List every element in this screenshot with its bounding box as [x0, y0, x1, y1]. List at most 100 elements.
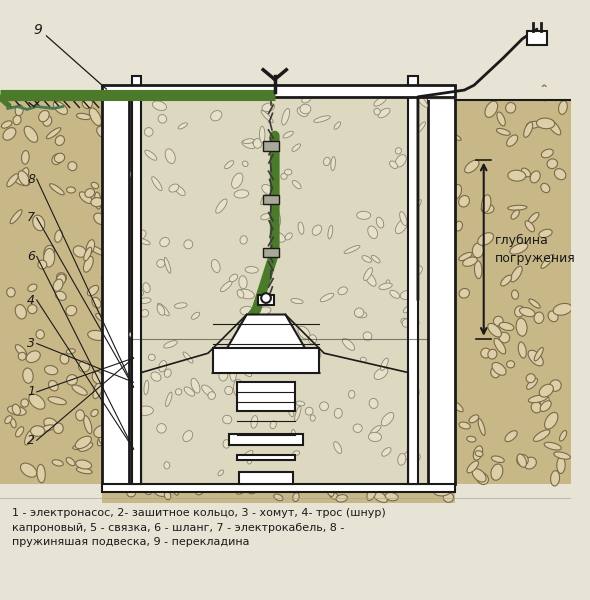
Ellipse shape [433, 359, 440, 367]
Ellipse shape [158, 303, 169, 316]
Ellipse shape [55, 230, 63, 242]
Ellipse shape [539, 229, 552, 238]
Ellipse shape [344, 245, 360, 254]
Ellipse shape [230, 274, 238, 281]
Ellipse shape [298, 326, 310, 339]
Ellipse shape [127, 488, 136, 497]
Ellipse shape [511, 210, 519, 219]
Ellipse shape [44, 418, 57, 428]
Ellipse shape [485, 101, 497, 118]
Ellipse shape [559, 101, 568, 115]
Ellipse shape [160, 238, 169, 247]
Ellipse shape [293, 91, 303, 97]
Ellipse shape [54, 423, 63, 434]
Ellipse shape [158, 115, 167, 123]
Ellipse shape [178, 89, 186, 98]
Ellipse shape [512, 290, 519, 299]
Bar [230, 434, 303, 445]
Ellipse shape [554, 452, 571, 459]
Ellipse shape [522, 168, 530, 177]
Ellipse shape [234, 190, 249, 198]
Ellipse shape [285, 233, 292, 240]
Ellipse shape [145, 128, 153, 136]
Ellipse shape [260, 126, 265, 143]
Polygon shape [213, 314, 319, 373]
Ellipse shape [390, 290, 399, 298]
Ellipse shape [57, 272, 67, 283]
Ellipse shape [78, 443, 93, 451]
Ellipse shape [293, 451, 300, 455]
Ellipse shape [136, 230, 146, 239]
Bar [213, 349, 319, 373]
Ellipse shape [355, 311, 367, 318]
Ellipse shape [437, 422, 453, 430]
Ellipse shape [53, 101, 67, 115]
Ellipse shape [262, 103, 274, 112]
Ellipse shape [294, 406, 301, 421]
Ellipse shape [355, 308, 364, 317]
Ellipse shape [433, 274, 444, 284]
Ellipse shape [94, 425, 109, 437]
Ellipse shape [526, 374, 535, 383]
Ellipse shape [84, 247, 91, 261]
Ellipse shape [367, 485, 377, 500]
Ellipse shape [408, 169, 414, 176]
Ellipse shape [539, 393, 549, 409]
Ellipse shape [130, 170, 139, 182]
Ellipse shape [144, 380, 149, 395]
Ellipse shape [497, 112, 505, 126]
Ellipse shape [507, 361, 514, 368]
Ellipse shape [251, 416, 258, 428]
Ellipse shape [163, 341, 178, 348]
Ellipse shape [143, 283, 150, 293]
Ellipse shape [478, 233, 494, 245]
Bar [101, 85, 455, 97]
Text: 4: 4 [27, 293, 35, 307]
Bar [129, 87, 428, 484]
Ellipse shape [55, 136, 64, 145]
Ellipse shape [349, 391, 355, 398]
Ellipse shape [261, 110, 273, 122]
Ellipse shape [152, 101, 166, 110]
Ellipse shape [232, 173, 243, 188]
Text: 8: 8 [27, 173, 35, 185]
Ellipse shape [467, 461, 478, 473]
Ellipse shape [488, 323, 501, 337]
Ellipse shape [247, 456, 252, 464]
Ellipse shape [400, 290, 414, 299]
Ellipse shape [102, 356, 110, 365]
Ellipse shape [145, 150, 157, 160]
Text: пружиняшая подвеска, 9 - перекладина: пружиняшая подвеска, 9 - перекладина [12, 537, 249, 547]
Ellipse shape [334, 442, 342, 454]
Ellipse shape [455, 221, 463, 231]
Ellipse shape [75, 436, 91, 449]
Ellipse shape [15, 104, 23, 116]
Ellipse shape [541, 254, 554, 268]
Bar [263, 248, 278, 257]
Ellipse shape [85, 188, 94, 197]
Ellipse shape [501, 275, 512, 286]
Ellipse shape [208, 392, 215, 400]
Ellipse shape [434, 486, 451, 496]
Text: капроновый, 5 - связка, 6 - шланг, 7 - электрокабель, 8 -: капроновый, 5 - связка, 6 - шланг, 7 - э… [12, 523, 344, 533]
Ellipse shape [96, 314, 109, 323]
Ellipse shape [260, 293, 274, 303]
Ellipse shape [242, 140, 255, 149]
Ellipse shape [541, 184, 550, 193]
Ellipse shape [78, 361, 90, 372]
Ellipse shape [542, 149, 553, 158]
Ellipse shape [506, 103, 516, 113]
Ellipse shape [334, 122, 340, 129]
Ellipse shape [548, 311, 558, 322]
Ellipse shape [372, 476, 382, 493]
Ellipse shape [175, 389, 182, 395]
Bar [0, 87, 129, 484]
Ellipse shape [138, 479, 153, 487]
Ellipse shape [223, 440, 230, 448]
Bar [263, 142, 278, 151]
Ellipse shape [427, 346, 441, 356]
Ellipse shape [481, 348, 491, 358]
Bar [258, 295, 274, 305]
Ellipse shape [3, 128, 16, 140]
Ellipse shape [110, 223, 119, 232]
